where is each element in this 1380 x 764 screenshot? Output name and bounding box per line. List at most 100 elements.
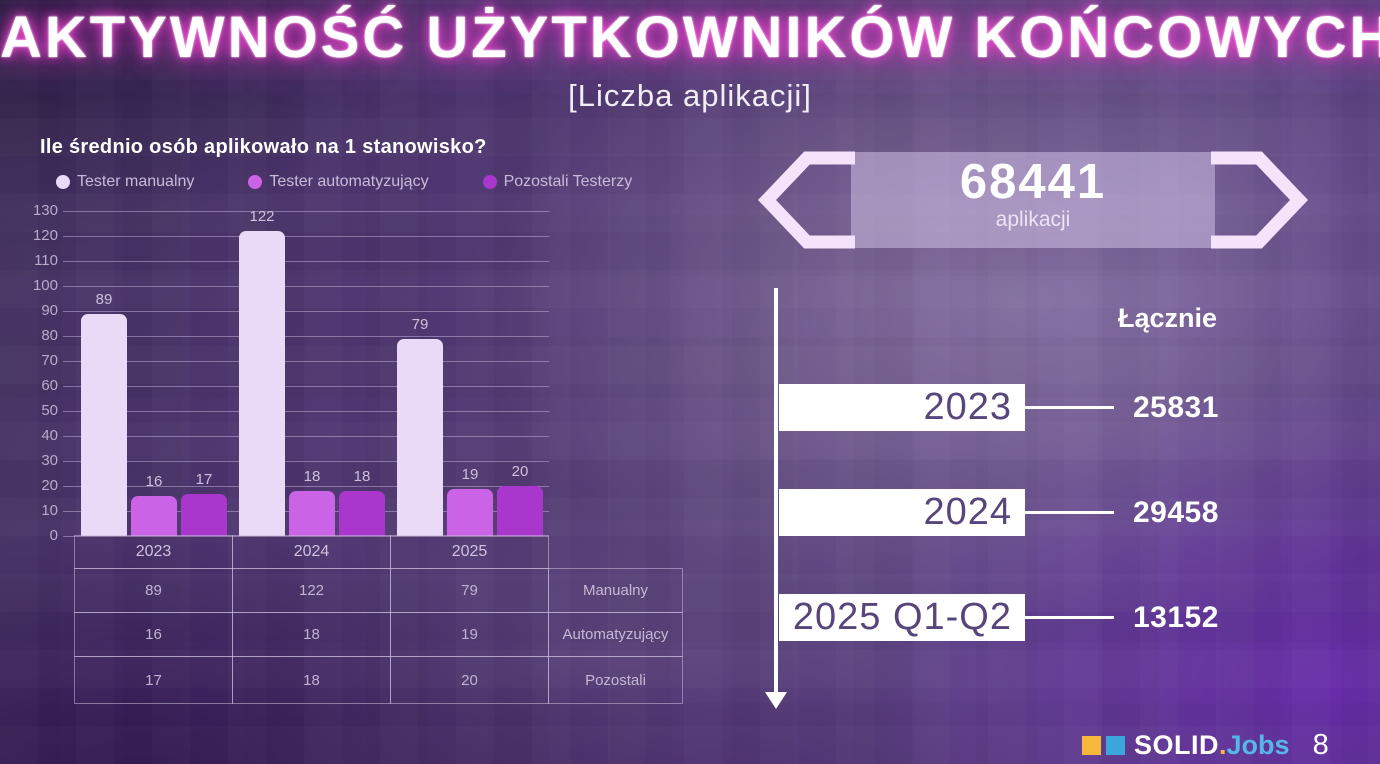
legend-item: Tester manualny — [56, 173, 194, 191]
y-axis-tick-label: 130 — [32, 202, 58, 219]
table-cell: 18 — [232, 656, 391, 704]
y-axis-tick-label: 0 — [49, 527, 58, 544]
table-cell: 17 — [74, 656, 233, 704]
bar — [339, 491, 385, 536]
timeline-item-bar: 2024 — [779, 489, 1025, 536]
chart-title: Ile średnio osób aplikowało na 1 stanowi… — [40, 136, 487, 158]
data-table: 2023 2024 2025 89 122 79 Manualny 16 18 19 Automat… — [74, 535, 683, 704]
timeline-connector — [1025, 511, 1114, 514]
bar — [397, 338, 443, 536]
y-axis-tick-label: 50 — [41, 402, 58, 419]
page-number: 8 — [1312, 729, 1329, 761]
table-row-label: Manualny — [548, 568, 683, 613]
bar-value-label: 17 — [195, 470, 213, 488]
timeline-axis — [774, 288, 778, 692]
y-axis-tick-label: 40 — [41, 427, 58, 444]
timeline-item-bar: 2023 — [779, 384, 1025, 431]
badge-unit: aplikacji — [995, 208, 1071, 231]
table-cell: 122 — [232, 568, 391, 613]
y-axis-tick-label: 80 — [41, 327, 58, 344]
chevron-right-icon — [1211, 151, 1308, 249]
y-axis-tick-label: 60 — [41, 377, 58, 394]
table-header-cell: 2025 — [390, 535, 549, 569]
gridline — [63, 436, 549, 437]
table-cell: 16 — [74, 612, 233, 657]
bar-value-label: 20 — [511, 463, 529, 480]
brand-text-jobs: Jobs — [1226, 730, 1290, 760]
gridline — [63, 486, 549, 487]
legend-dot-icon — [56, 175, 70, 189]
bar — [447, 488, 493, 536]
gridline — [63, 461, 549, 462]
table-cell: 89 — [74, 568, 233, 613]
bar-value-label: 16 — [145, 473, 163, 490]
bar — [181, 493, 227, 536]
legend-dot-icon — [248, 175, 263, 189]
table-cell: 18 — [232, 612, 391, 657]
bar-value-label: 18 — [353, 468, 371, 485]
bar-value-label: 79 — [411, 315, 429, 333]
badge-banner — [851, 152, 1215, 248]
table-header-cell: 2023 — [74, 535, 233, 569]
table-cell: 79 — [390, 568, 549, 613]
total-applications-badge: 68441 aplikacji — [755, 148, 1315, 252]
timeline-item-label: 2024 — [923, 491, 1012, 533]
chart-legend: Tester manualny Tester automatyzujący Pozo… — [56, 173, 632, 191]
table-header-spacer — [548, 535, 683, 569]
y-axis-tick-label: 70 — [41, 352, 58, 369]
timeline-item-label: 2023 — [923, 386, 1012, 428]
gridline — [63, 286, 549, 287]
gridline — [63, 361, 549, 362]
legend-label: Tester manualny — [77, 173, 195, 190]
gridline — [63, 411, 549, 412]
legend-dot-icon — [482, 175, 497, 189]
table-cell: 19 — [390, 612, 549, 657]
timeline-item-value: 29458 — [1133, 496, 1219, 529]
bar-value-label: 19 — [461, 465, 479, 483]
brand-logo: SOLID . Jobs 8 — [1082, 729, 1329, 762]
slide-title: AKTYWNOŚĆ UŻYTKOWNIKÓW KOŃCOWYCH — [0, 5, 1380, 70]
timeline-item-value: 13152 — [1133, 601, 1219, 634]
slide-subtitle: [Liczba aplikacji] — [568, 78, 812, 113]
brand-text-solid: SOLID — [1134, 730, 1220, 760]
y-axis-tick-label: 10 — [41, 502, 58, 519]
totals-header: Łącznie — [1117, 303, 1218, 333]
timeline-item-value: 25831 — [1133, 391, 1219, 424]
table-cell: 20 — [390, 656, 549, 704]
y-axis-tick-label: 30 — [41, 452, 58, 469]
legend-item: Tester automatyzujący — [248, 173, 429, 191]
timeline-arrow-icon — [765, 692, 787, 709]
y-axis-tick-label: 90 — [41, 302, 58, 319]
timeline-item-label: 2025 Q1-Q2 — [792, 596, 1012, 638]
gridline — [63, 536, 549, 537]
bar — [131, 496, 177, 536]
brand-square-yellow-icon — [1082, 736, 1101, 755]
bar — [81, 313, 127, 536]
legend-label: Pozostali Testerzy — [503, 173, 633, 190]
bar — [239, 231, 285, 536]
gridline — [63, 386, 549, 387]
table-header-cell: 2024 — [232, 535, 391, 569]
brand-square-blue-icon — [1106, 736, 1125, 755]
bar-value-label: 122 — [249, 208, 275, 225]
badge-banner-shape — [758, 151, 1308, 249]
gridline — [63, 261, 549, 262]
y-axis-tick-label: 100 — [32, 277, 58, 294]
badge-value: 68441 — [959, 155, 1107, 209]
table-row-label: Automatyzujący — [548, 612, 683, 657]
bar — [289, 491, 335, 536]
y-axis-tick-label: 120 — [32, 227, 58, 244]
timeline-connector — [1025, 616, 1114, 619]
y-axis-tick-label: 110 — [34, 252, 58, 269]
bar-value-label: 89 — [95, 290, 113, 308]
bar — [497, 486, 543, 536]
timeline-item-bar: 2025 Q1-Q2 — [779, 594, 1025, 641]
gridline — [63, 236, 549, 237]
gridline — [63, 311, 549, 312]
chevron-left-icon — [758, 151, 855, 249]
bar-value-label: 18 — [303, 468, 321, 485]
table-row-label: Pozostali — [548, 656, 683, 704]
brand-text-dot: . — [1219, 730, 1227, 760]
y-axis-tick-label: 20 — [41, 477, 58, 494]
